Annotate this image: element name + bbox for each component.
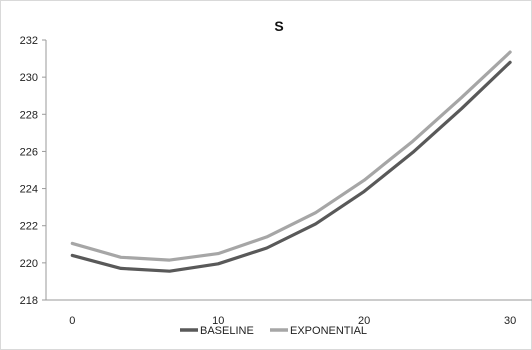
y-tick-label: 230 [20, 72, 38, 84]
y-axis-ticks: 218 220 222 224 226 228 230 232 [20, 35, 46, 307]
x-tick-label: 10 [212, 315, 224, 327]
y-tick-label: 232 [20, 35, 38, 47]
y-tick-label: 224 [20, 184, 38, 196]
series-line-baseline [70, 60, 512, 273]
legend-label-exponential: EXPONENTIAL [290, 325, 367, 337]
y-tick-label: 220 [20, 258, 38, 270]
series-line-exponential [70, 50, 512, 262]
y-tick-label: 222 [20, 221, 38, 233]
x-tick-label: 30 [504, 315, 516, 327]
chart-title: S [274, 18, 283, 34]
x-tick-label: 0 [69, 315, 75, 327]
y-tick-label: 228 [20, 109, 38, 121]
series-layer [70, 50, 512, 273]
legend: BASELINE EXPONENTIAL [180, 325, 367, 337]
x-tick-label: 20 [358, 315, 370, 327]
x-axis-ticks: 0 10 20 30 [69, 315, 516, 327]
legend-label-baseline: BASELINE [200, 325, 254, 337]
y-tick-label: 226 [20, 146, 38, 158]
y-tick-label: 218 [20, 295, 38, 307]
